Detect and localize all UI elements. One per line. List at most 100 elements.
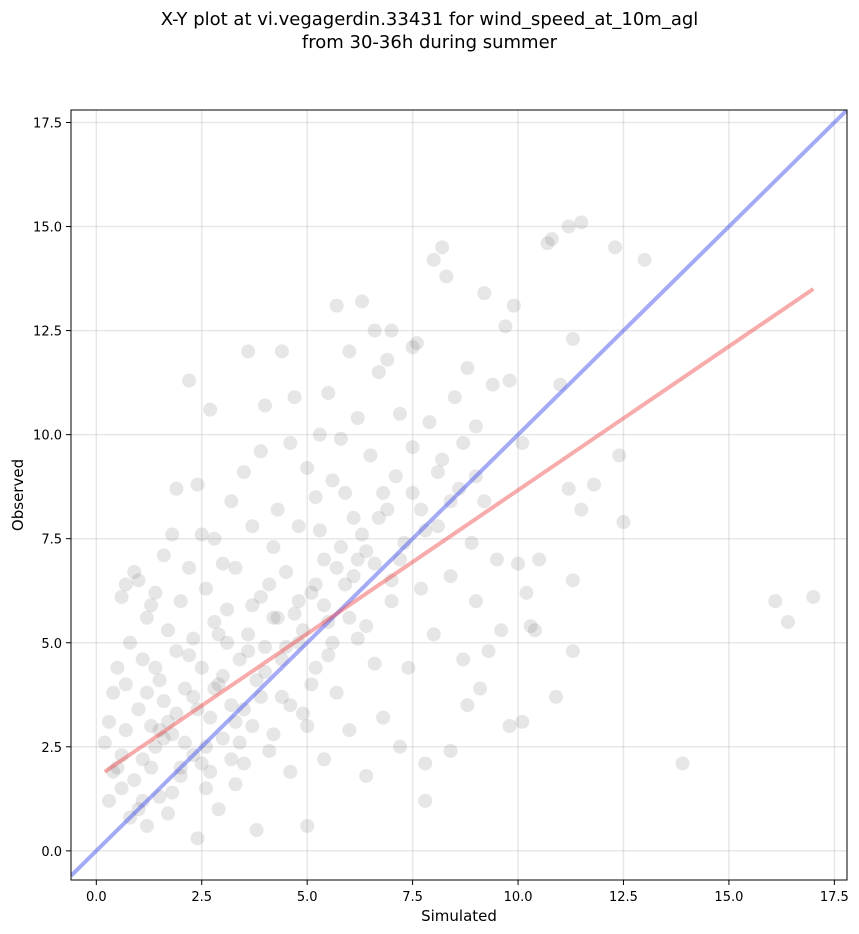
data-point (456, 435, 471, 450)
data-point (135, 752, 150, 767)
data-point (169, 706, 184, 721)
data-point (177, 681, 192, 696)
data-point (519, 585, 534, 600)
data-point (249, 823, 264, 838)
data-point (616, 515, 631, 530)
data-point (477, 286, 492, 301)
data-point (586, 477, 601, 492)
data-point (439, 269, 454, 284)
data-point (338, 485, 353, 500)
data-point (806, 589, 821, 604)
data-point (203, 764, 218, 779)
data-point (203, 402, 218, 417)
data-point (523, 619, 538, 634)
data-point (511, 556, 526, 571)
data-point (190, 831, 205, 846)
data-point (540, 236, 555, 251)
data-point (304, 677, 319, 692)
data-point (148, 585, 163, 600)
data-point (228, 560, 243, 575)
data-point (780, 614, 795, 629)
data-point (768, 594, 783, 609)
data-point (426, 627, 441, 642)
data-point (355, 294, 369, 309)
data-point (300, 818, 315, 833)
data-point (435, 452, 450, 467)
data-point (346, 569, 361, 584)
fit-lines (71, 110, 847, 878)
x-axis-label: Simulated (421, 907, 497, 925)
y-tick-label: 12.5 (33, 325, 62, 340)
data-point (422, 415, 437, 430)
data-point (506, 298, 521, 313)
data-point (274, 689, 289, 704)
data-point (215, 556, 230, 571)
data-point (485, 377, 500, 392)
data-point (165, 727, 180, 742)
data-point (443, 743, 458, 758)
data-point (350, 411, 365, 425)
data-point (321, 648, 336, 663)
data-point (574, 502, 589, 517)
data-point (173, 594, 188, 609)
data-point (312, 523, 327, 538)
axis-ticks: 0.0 2.5 5.0 7.5 10.0 12.5 15.0 17.5 0.0 2.5 5.0 7.5… (33, 116, 849, 905)
x-tick-label: 0.0 (86, 890, 107, 905)
data-point (544, 232, 559, 247)
chart-title-line-2: from 30-36h during summer (301, 32, 558, 53)
data-point (426, 252, 441, 267)
data-point (266, 727, 281, 742)
data-point (304, 585, 319, 600)
data-point (350, 552, 365, 567)
x-tick-label: 7.5 (402, 890, 423, 905)
data-point (308, 490, 323, 505)
data-point (317, 552, 332, 567)
data-point (198, 781, 213, 796)
data-point (367, 556, 382, 571)
data-point (325, 635, 340, 650)
data-point (194, 660, 209, 675)
data-point (135, 652, 150, 667)
data-point (405, 440, 420, 455)
data-point (342, 610, 357, 625)
data-point (291, 594, 306, 609)
data-point (325, 473, 340, 488)
data-point (300, 460, 315, 475)
data-point (477, 494, 492, 509)
data-point (359, 619, 374, 634)
data-point (367, 323, 382, 338)
data-point (295, 706, 310, 721)
data-point (211, 627, 226, 642)
data-point (207, 614, 222, 629)
y-tick-label: 17.5 (33, 116, 62, 131)
x-tick-label: 2.5 (191, 890, 212, 905)
data-point (211, 802, 226, 817)
data-point (384, 573, 399, 588)
data-point (359, 544, 374, 559)
data-point (342, 344, 357, 359)
data-point (460, 361, 475, 376)
data-point (215, 731, 230, 746)
data-point (283, 698, 298, 713)
data-point (156, 548, 171, 563)
y-tick-label: 2.5 (41, 741, 62, 756)
data-point (274, 344, 289, 359)
data-point (207, 531, 222, 546)
data-point (194, 527, 209, 542)
y-tick-label: 5.0 (41, 637, 62, 652)
data-point (384, 323, 399, 338)
data-point (565, 644, 580, 659)
data-point (287, 606, 302, 621)
plot-frame (70, 109, 848, 881)
data-point (502, 719, 517, 733)
data-point (283, 435, 298, 450)
data-point (561, 481, 576, 496)
data-point (224, 752, 239, 767)
data-point (114, 589, 129, 604)
data-point (161, 806, 175, 821)
data-point (215, 669, 230, 684)
data-point (363, 448, 378, 463)
y-tick-label: 0.0 (41, 845, 62, 860)
data-point (139, 685, 154, 700)
data-point (532, 552, 547, 567)
